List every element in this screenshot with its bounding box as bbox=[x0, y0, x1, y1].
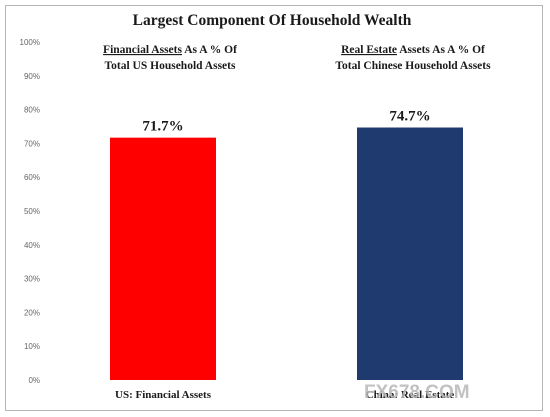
category-label: US: Financial Assets bbox=[115, 389, 212, 401]
y-tick-label: 30% bbox=[24, 275, 40, 284]
category-labels: US: Financial Assets China: Real Estate bbox=[115, 389, 454, 401]
bars: 71.7% 74.7% bbox=[110, 109, 463, 380]
annotation-china-line2: Total Chinese Household Assets bbox=[335, 60, 491, 72]
annotation-china-rest: Assets As A % Of bbox=[397, 44, 485, 56]
annotation-us-line1: Financial Assets As A % Of bbox=[103, 44, 237, 56]
y-tick-label: 100% bbox=[20, 38, 40, 47]
y-tick-label: 0% bbox=[28, 376, 40, 385]
data-label: 71.7% bbox=[142, 119, 183, 135]
annotation-china-underlined: Real Estate bbox=[341, 44, 397, 56]
y-tick-label: 40% bbox=[24, 241, 40, 250]
category-label: China: Real Estate bbox=[366, 389, 455, 401]
y-tick-label: 10% bbox=[24, 342, 40, 351]
chart-title: Largest Component Of Household Wealth bbox=[133, 12, 412, 29]
y-tick-label: 90% bbox=[24, 72, 40, 81]
bar bbox=[357, 127, 463, 380]
y-tick-label: 20% bbox=[24, 308, 40, 317]
annotation-us-rest: As A % Of bbox=[182, 44, 237, 56]
bar bbox=[110, 137, 216, 380]
y-tick-label: 80% bbox=[24, 106, 40, 115]
y-axis: 0% 10% 20% 30% 40% 50% 60% 70% 80% 90% 100% bbox=[20, 38, 40, 385]
annotation-us-line2: Total US Household Assets bbox=[105, 60, 236, 72]
y-tick-label: 60% bbox=[24, 173, 40, 182]
annotation-china-line1: Real Estate Assets As A % Of bbox=[341, 44, 485, 56]
watermark: FX678.COM bbox=[364, 382, 470, 403]
annotation-us-underlined: Financial Assets bbox=[103, 44, 182, 56]
data-label: 74.7% bbox=[389, 109, 430, 125]
y-tick-label: 70% bbox=[24, 139, 40, 148]
y-tick-label: 50% bbox=[24, 207, 40, 216]
